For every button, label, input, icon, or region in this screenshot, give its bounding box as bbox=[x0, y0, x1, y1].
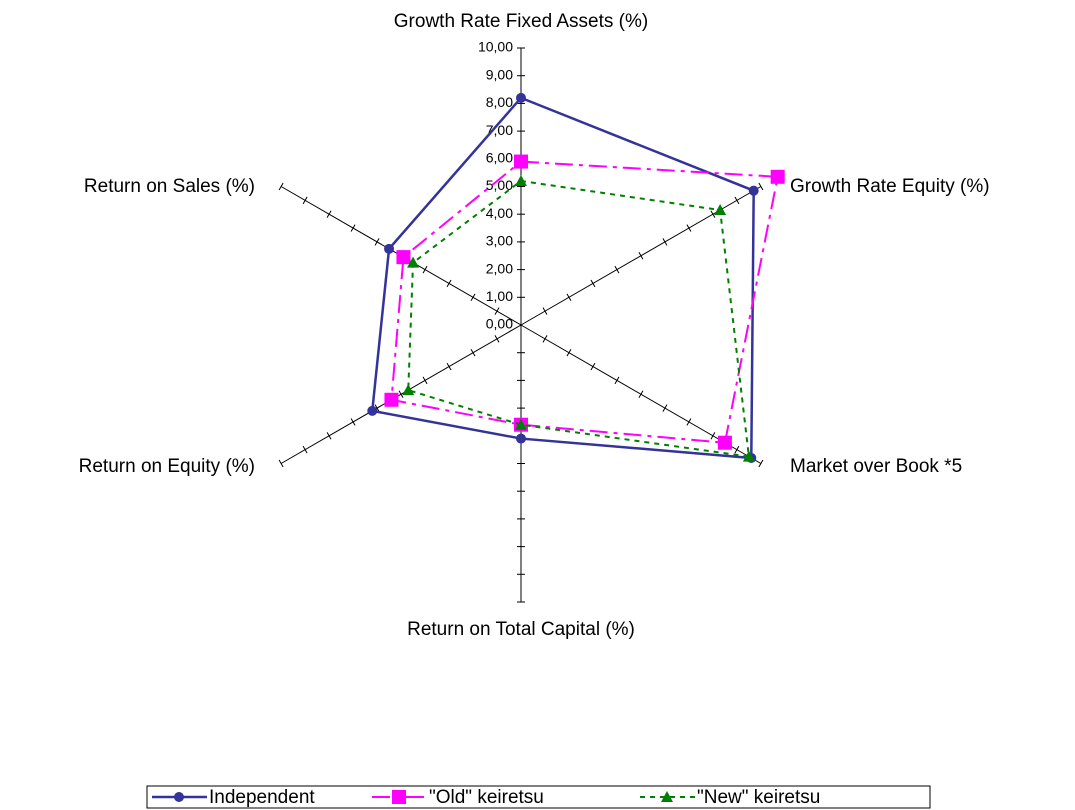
category-label: Market over Book *5 bbox=[790, 456, 962, 477]
tick-mark bbox=[566, 293, 572, 302]
tick-mark bbox=[758, 182, 764, 191]
tick-mark bbox=[350, 418, 356, 426]
category-label: Return on Total Capital (%) bbox=[407, 619, 635, 640]
tick-mark bbox=[374, 238, 380, 246]
tick-mark bbox=[446, 279, 452, 288]
tick-mark bbox=[326, 210, 332, 218]
tick-mark bbox=[278, 182, 284, 191]
tick-label: 0,00 bbox=[486, 316, 513, 332]
tick-mark bbox=[302, 196, 308, 205]
data-point bbox=[515, 418, 527, 430]
data-point bbox=[407, 256, 420, 268]
tick-mark bbox=[662, 238, 668, 246]
data-point bbox=[514, 154, 528, 169]
tick-mark bbox=[542, 307, 548, 315]
tick-mark bbox=[398, 390, 404, 398]
tick-mark bbox=[446, 362, 452, 371]
category-label: Growth Rate Equity (%) bbox=[790, 176, 990, 197]
tick-mark bbox=[734, 196, 740, 205]
tick-mark bbox=[278, 459, 284, 468]
data-point bbox=[714, 204, 727, 216]
tick-mark bbox=[590, 362, 596, 371]
data-point bbox=[748, 185, 759, 196]
tick-label: 8,00 bbox=[486, 94, 513, 110]
data-point bbox=[516, 92, 526, 103]
category-label: Return on Sales (%) bbox=[84, 176, 255, 197]
tick-mark bbox=[614, 265, 620, 274]
legend-marker bbox=[392, 790, 406, 804]
data-point bbox=[515, 174, 527, 186]
tick-mark bbox=[470, 293, 476, 302]
tick-mark bbox=[422, 265, 428, 274]
data-point bbox=[717, 435, 732, 450]
tick-mark bbox=[710, 210, 716, 218]
tick-mark bbox=[350, 224, 356, 232]
tick-mark bbox=[590, 279, 596, 288]
tick-mark bbox=[686, 224, 692, 232]
data-point bbox=[384, 392, 399, 407]
tick-mark bbox=[662, 404, 668, 412]
series-line bbox=[407, 179, 751, 458]
legend-marker bbox=[174, 792, 184, 802]
tick-mark bbox=[326, 432, 332, 440]
category-label: Return on Equity (%) bbox=[79, 456, 255, 477]
tick-mark bbox=[758, 459, 764, 468]
tick-mark bbox=[614, 376, 620, 385]
tick-label: 6,00 bbox=[486, 150, 513, 166]
data-point bbox=[402, 384, 415, 396]
tick-mark bbox=[470, 348, 476, 357]
tick-label: 5,00 bbox=[486, 177, 513, 193]
tick-mark bbox=[686, 418, 692, 426]
tick-mark bbox=[494, 335, 500, 343]
tick-label: 1,00 bbox=[486, 288, 513, 304]
data-point bbox=[367, 405, 378, 416]
tick-mark bbox=[542, 335, 548, 343]
tick-label: 9,00 bbox=[486, 66, 513, 82]
tick-mark bbox=[494, 307, 500, 315]
series-line bbox=[370, 96, 755, 460]
tick-mark bbox=[374, 404, 380, 412]
tick-label: 4,00 bbox=[486, 205, 513, 221]
legend-label: "New" keiretsu bbox=[697, 787, 820, 808]
tick-label: 7,00 bbox=[486, 122, 513, 138]
category-label: Growth Rate Fixed Assets (%) bbox=[394, 11, 648, 32]
tick-mark bbox=[566, 348, 572, 357]
data-point bbox=[516, 433, 526, 444]
series-line bbox=[390, 160, 779, 444]
legend-label: Independent bbox=[209, 787, 315, 808]
tick-label: 2,00 bbox=[486, 260, 513, 276]
tick-mark bbox=[734, 445, 740, 454]
tick-mark bbox=[638, 390, 644, 398]
tick-mark bbox=[638, 252, 644, 260]
tick-mark bbox=[302, 445, 308, 454]
legend-label: "Old" keiretsu bbox=[429, 787, 544, 808]
tick-mark bbox=[422, 376, 428, 385]
tick-label: 3,00 bbox=[486, 233, 513, 249]
data-point bbox=[396, 250, 411, 265]
legend-box bbox=[146, 785, 931, 809]
data-point bbox=[770, 169, 785, 184]
legend-marker bbox=[661, 791, 673, 802]
data-point bbox=[742, 450, 755, 462]
data-point bbox=[384, 243, 395, 254]
tick-mark bbox=[710, 432, 716, 440]
tick-label: 10,00 bbox=[478, 39, 513, 55]
